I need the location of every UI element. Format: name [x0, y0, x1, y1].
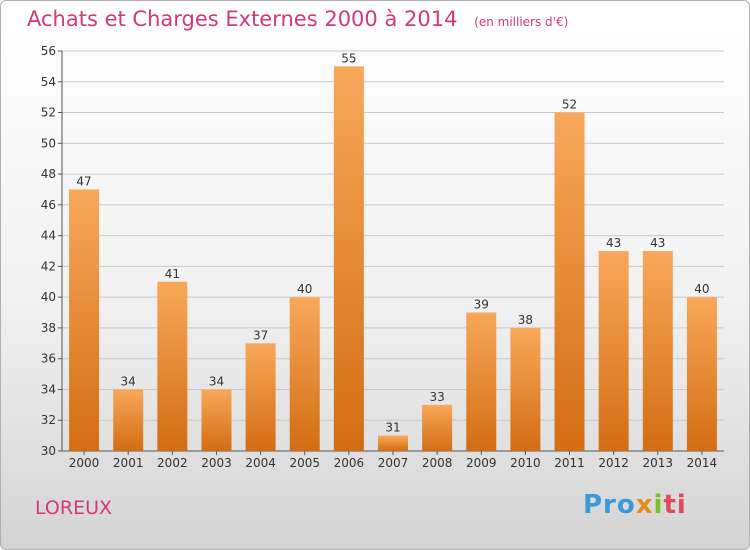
bar	[69, 189, 100, 451]
x-tick-label: 2004	[245, 456, 276, 470]
y-tick-label: 38	[41, 321, 56, 335]
logo-part-1: Pro	[583, 490, 636, 520]
chart-title: Achats et Charges Externes 2000 à 2014 (…	[27, 7, 568, 31]
commune-name: LOREUX	[35, 497, 112, 519]
bar-value-label: 31	[385, 421, 400, 435]
x-tick-label: 2001	[113, 456, 144, 470]
bar	[686, 297, 717, 451]
x-tick-label: 2000	[69, 456, 100, 470]
x-tick-label: 2005	[289, 456, 320, 470]
y-tick-label: 32	[41, 413, 56, 427]
bar	[245, 343, 276, 451]
x-tick-label: 2003	[201, 456, 232, 470]
bar-value-label: 38	[518, 313, 533, 327]
bar	[466, 312, 497, 451]
bar-layer	[69, 66, 717, 452]
x-tick-label: 2010	[510, 456, 541, 470]
bar-value-label: 40	[694, 282, 709, 296]
label-layer: 47 34 41 34 37 40 55 31 33 39 38 52 43 43 40	[76, 51, 709, 434]
bar-value-label: 41	[165, 267, 180, 281]
bar	[201, 389, 232, 451]
x-tick-label: 2002	[157, 456, 188, 470]
y-tick-label: 54	[41, 75, 56, 89]
y-tick-label: 50	[41, 136, 56, 150]
y-tick-label: 48	[41, 167, 56, 181]
chart-unit: (en milliers d'€)	[474, 15, 569, 29]
x-tick-label: 2012	[598, 456, 629, 470]
bar-value-label: 39	[474, 298, 489, 312]
bar-value-label: 43	[650, 236, 665, 250]
x-tick-label: 2011	[554, 456, 585, 470]
bar	[422, 404, 453, 451]
bar	[510, 327, 541, 451]
logo-part-4: ti	[663, 490, 687, 520]
bar-value-label: 43	[606, 236, 621, 250]
x-tick-label: 2009	[466, 456, 497, 470]
bar	[598, 251, 629, 451]
bar	[113, 389, 144, 451]
proxiti-logo[interactable]: Proxiti	[583, 490, 687, 520]
y-tick-label: 40	[41, 290, 56, 304]
logo-part-2: x	[635, 490, 654, 520]
bar-value-label: 33	[429, 390, 444, 404]
y-tick-label: 36	[41, 352, 56, 366]
bar	[157, 281, 188, 451]
bar-value-label: 34	[121, 374, 136, 388]
y-tick-label: 44	[41, 229, 56, 243]
bar-value-label: 47	[76, 174, 91, 188]
axis-layer: 30 32 34 36 38 40 42 44 46 48 50 52 54 56 2000 2001 2002…	[41, 44, 724, 470]
y-tick-label: 52	[41, 106, 56, 120]
y-tick-label: 30	[41, 444, 56, 458]
bar	[642, 251, 673, 451]
x-tick-label: 2008	[422, 456, 453, 470]
x-tick-label: 2014	[687, 456, 718, 470]
bar	[554, 112, 585, 452]
x-tick-label: 2013	[643, 456, 674, 470]
bar-value-label: 55	[341, 51, 356, 65]
bar	[289, 297, 320, 451]
bar-value-label: 52	[562, 98, 577, 112]
bar-value-label: 34	[209, 374, 224, 388]
logo-part-3: i	[653, 490, 664, 520]
x-tick-label: 2006	[334, 456, 365, 470]
bar	[378, 435, 408, 451]
x-tick-label: 2007	[378, 456, 409, 470]
y-tick-label: 56	[41, 44, 56, 58]
y-tick-label: 46	[41, 198, 56, 212]
y-tick-label: 34	[41, 382, 56, 396]
bar-value-label: 40	[297, 282, 312, 296]
bar	[333, 66, 364, 451]
y-tick-label: 42	[41, 259, 56, 273]
bar-value-label: 37	[253, 328, 268, 342]
chart-title-text: Achats et Charges Externes 2000 à 2014	[27, 7, 458, 31]
